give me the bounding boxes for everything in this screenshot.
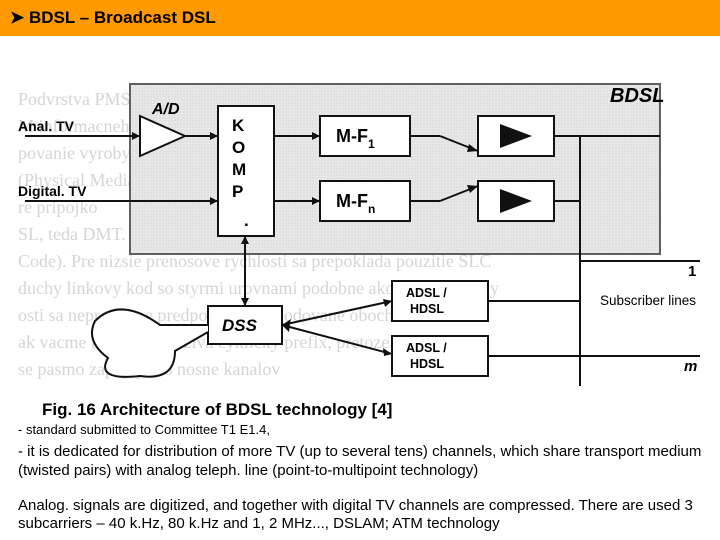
bdsl-label: BDSL bbox=[610, 85, 664, 107]
line-m-label: m bbox=[684, 358, 697, 375]
body-line-1: - standard submitted to Committee T1 E1.… bbox=[0, 420, 720, 439]
figure-caption: Fig. 16 Architecture of BDSL technology … bbox=[42, 400, 720, 420]
diagram-area: Podvrstva PMS-TC multiplexuje oba zlozky… bbox=[0, 36, 720, 396]
body-line-3: Analog. signals are digitized, and toget… bbox=[0, 493, 720, 539]
body-line-2: - it is dedicated for distribution of mo… bbox=[0, 439, 720, 485]
dss-cloud bbox=[92, 309, 208, 376]
bullet-icon: ➤ bbox=[10, 8, 24, 27]
svg-text:.: . bbox=[244, 211, 249, 230]
digital-tv-label: Digital. TV bbox=[18, 183, 87, 199]
svg-text:HDSL: HDSL bbox=[410, 357, 444, 371]
header-band: ➤ BDSL – Broadcast DSL bbox=[0, 0, 720, 36]
svg-text:ADSL /: ADSL / bbox=[406, 341, 447, 355]
svg-text:M: M bbox=[232, 160, 246, 179]
svg-text:HDSL: HDSL bbox=[410, 302, 444, 316]
dss-label: DSS bbox=[222, 316, 258, 335]
anal-tv-label: Anal. TV bbox=[18, 118, 75, 134]
ad-label: A/D bbox=[151, 101, 180, 118]
caption-text: Architecture of BDSL technology [4] bbox=[100, 400, 393, 419]
svg-text:K: K bbox=[232, 116, 245, 135]
svg-text:O: O bbox=[232, 138, 245, 157]
subscriber-lines-label: Subscriber lines bbox=[600, 294, 696, 308]
bdsl-diagram: BDSL Anal. TV Digital. TV A/D K O M P . … bbox=[0, 36, 720, 396]
header-title: ➤ BDSL – Broadcast DSL bbox=[10, 8, 216, 28]
header-title-text: BDSL – Broadcast DSL bbox=[29, 8, 216, 27]
line-1-label: 1 bbox=[688, 263, 696, 280]
svg-text:P: P bbox=[232, 182, 243, 201]
caption-prefix: Fig. 16 bbox=[42, 400, 100, 419]
svg-text:ADSL /: ADSL / bbox=[406, 286, 447, 300]
